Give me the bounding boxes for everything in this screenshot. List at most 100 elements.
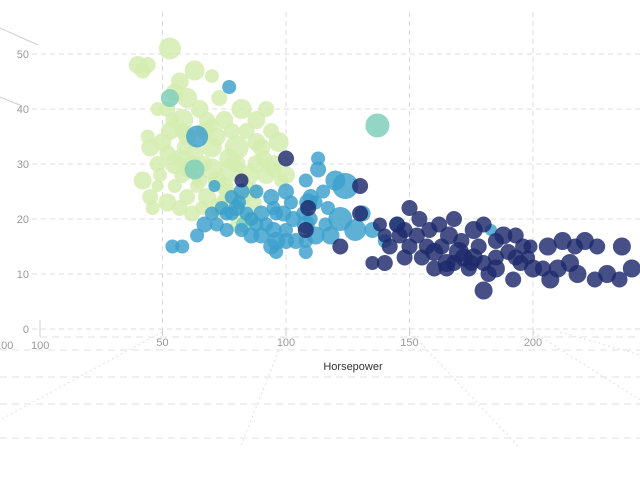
x-tick-label: 150 <box>400 337 418 349</box>
data-point <box>190 228 205 243</box>
data-point <box>269 206 284 221</box>
data-point <box>153 168 167 182</box>
x-tick-label: 100 <box>277 337 295 349</box>
data-point <box>177 88 198 108</box>
perspective-floor <box>0 27 640 449</box>
data-point <box>247 133 266 151</box>
data-point <box>418 238 435 255</box>
data-point <box>318 217 333 232</box>
data-point <box>507 249 524 266</box>
data-point <box>480 266 497 282</box>
data-point <box>222 80 237 94</box>
data-point <box>165 239 180 254</box>
data-point <box>396 249 413 266</box>
data-point <box>204 206 219 221</box>
data-point <box>352 205 369 222</box>
data-point <box>196 216 213 233</box>
data-point <box>234 173 249 188</box>
data-point <box>568 265 587 283</box>
data-point <box>269 245 284 259</box>
y-tick-label: 50 <box>17 49 29 61</box>
data-point <box>140 129 155 144</box>
data-point <box>184 60 205 81</box>
data-point <box>145 201 160 215</box>
data-point <box>190 179 205 193</box>
data-point <box>160 89 179 107</box>
data-point <box>263 189 280 205</box>
data-point <box>255 150 272 167</box>
data-point <box>249 184 264 199</box>
data-point <box>247 111 266 129</box>
data-point <box>209 217 224 232</box>
data-point <box>149 156 166 172</box>
data-point <box>204 118 219 133</box>
x-tick-label: 50 <box>156 337 168 349</box>
y-tick-label: 30 <box>17 159 29 171</box>
y-tick-label: 10 <box>17 269 29 281</box>
x-tick-label: 200 <box>524 337 542 349</box>
data-point <box>186 125 209 148</box>
data-point <box>523 239 538 254</box>
data-point <box>279 223 293 237</box>
y-tick-label: 20 <box>17 214 29 226</box>
data-point <box>411 211 428 227</box>
data-point <box>175 239 190 254</box>
data-point <box>133 171 152 190</box>
data-point <box>431 216 448 233</box>
data-point <box>300 200 317 216</box>
data-point <box>453 233 470 249</box>
data-point <box>475 216 492 233</box>
origin-label-right: 100 <box>31 340 49 352</box>
data-point <box>234 223 249 237</box>
tick-labels: 0 10 20 30 40 50 50 100 150 200 <box>17 49 542 349</box>
data-point <box>159 145 176 161</box>
data-point <box>381 238 398 255</box>
data-point <box>283 195 298 210</box>
data-point <box>433 238 450 255</box>
data-point <box>541 270 560 289</box>
data-point <box>474 281 493 300</box>
data-point <box>612 237 631 256</box>
data-point <box>298 245 313 259</box>
data-point <box>142 189 159 205</box>
data-point <box>310 161 327 178</box>
data-point <box>505 271 522 288</box>
data-point <box>372 217 387 232</box>
data-point <box>446 211 462 227</box>
data-point <box>167 179 182 193</box>
grid-lines <box>32 12 640 336</box>
data-point <box>258 101 275 117</box>
data-point <box>365 256 380 270</box>
data-point <box>521 250 536 265</box>
data-point <box>426 260 443 277</box>
data-point <box>311 151 326 166</box>
data-point <box>297 222 314 238</box>
data-point <box>332 173 359 199</box>
data-point <box>470 238 487 255</box>
origin-label-left: 100 <box>0 340 13 352</box>
data-point <box>171 200 188 216</box>
data-point <box>232 195 247 210</box>
data-point <box>134 62 151 79</box>
y-tick-label: 40 <box>17 104 29 116</box>
data-point <box>204 69 219 83</box>
x-axis-title: Horsepower <box>323 361 383 373</box>
y-tick-label: 0 <box>23 324 29 336</box>
data-point <box>208 180 221 192</box>
data-point <box>278 150 294 167</box>
data-point <box>231 99 252 119</box>
data-point <box>151 180 164 192</box>
data-point <box>219 206 234 221</box>
data-point <box>396 222 413 238</box>
data-point <box>401 200 418 216</box>
data-point <box>223 123 240 139</box>
data-point <box>487 233 504 249</box>
data-point <box>622 259 640 278</box>
data-point <box>446 255 462 271</box>
data-point <box>365 113 390 138</box>
data-point <box>352 178 369 194</box>
data-point <box>611 271 628 288</box>
data-point <box>589 238 606 255</box>
